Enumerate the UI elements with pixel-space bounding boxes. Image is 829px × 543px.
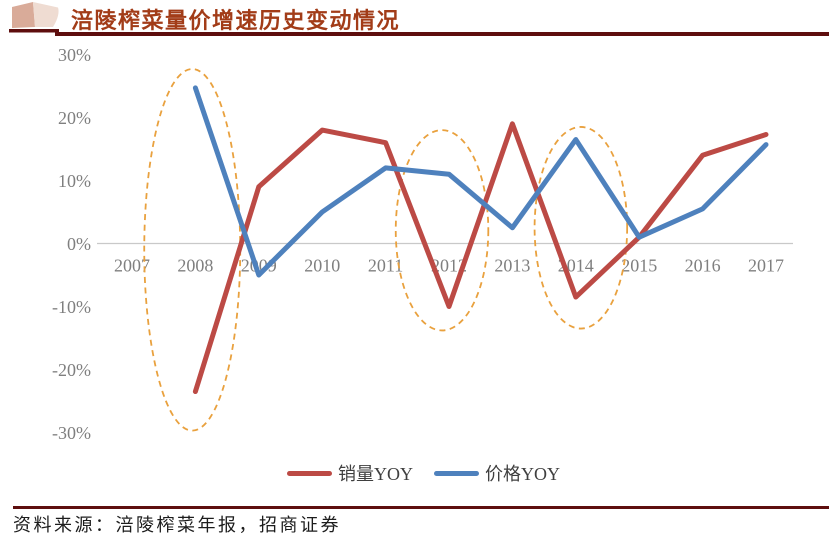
chart-legend: 销量YOY 价格YOY: [287, 460, 560, 486]
x-tick-label: 2007: [114, 256, 150, 276]
highlight-ellipse-1: [143, 68, 242, 432]
logo-shape-dark: [12, 2, 35, 28]
y-tick-label: 30%: [58, 45, 91, 65]
y-tick-label: -20%: [52, 360, 91, 380]
y-tick-label: -30%: [52, 423, 91, 443]
sales-yoy-line-swatch: [287, 470, 332, 476]
sales-yoy-legend-label: 销量YOY: [338, 464, 413, 484]
sales-yoy-line: [192, 121, 769, 395]
highlight-ellipse-3: [533, 126, 629, 330]
price-yoy-line-swatch: [434, 470, 479, 476]
legend-item-price-yoy: 价格YOY: [434, 460, 560, 486]
header-rule: [55, 32, 829, 36]
x-tick-label: 2012: [431, 256, 467, 276]
highlight-ellipse-2: [394, 129, 490, 332]
y-tick-label: 20%: [58, 108, 91, 128]
chart-title: 涪陵榨菜量价增速历史变动情况: [71, 8, 401, 33]
price-yoy-legend-label: 价格YOY: [485, 464, 560, 484]
logo-underbar: [9, 29, 59, 33]
x-tick-label: 2016: [685, 256, 721, 276]
y-tick-label: -10%: [52, 297, 91, 317]
x-tick-label: 2011: [368, 256, 403, 276]
x-tick-label: 2009: [241, 256, 277, 276]
y-tick-label: 10%: [58, 171, 91, 191]
logo-shape-light: [33, 2, 59, 27]
x-tick-label: 2015: [621, 256, 657, 276]
broker-logo: [9, 2, 59, 33]
x-tick-label: 2013: [494, 256, 530, 276]
source-note: 资料来源：涪陵榨菜年报，招商证券: [13, 515, 341, 535]
x-tick-label: 2008: [177, 256, 213, 276]
footer-rule: [13, 506, 829, 509]
x-tick-label: 2017: [748, 256, 784, 276]
x-tick-label: 2010: [304, 256, 340, 276]
legend-item-sales-yoy: 销量YOY: [287, 460, 413, 486]
price-yoy-line: [192, 85, 769, 278]
y-tick-label: 0%: [67, 234, 91, 254]
